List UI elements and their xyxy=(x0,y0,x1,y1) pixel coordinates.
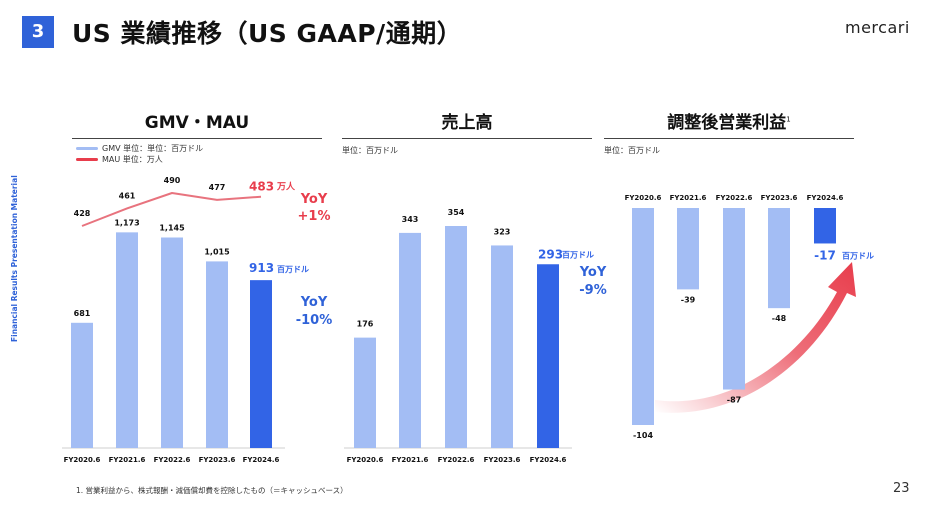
revenue-bar xyxy=(399,232,421,448)
x-tick-label: FY2024.6 xyxy=(530,456,567,464)
gmv-bar xyxy=(250,280,272,448)
gmv-bar xyxy=(161,237,183,448)
revenue-value-label: 323 xyxy=(494,227,511,236)
x-tick-label: FY2021.6 xyxy=(670,194,707,202)
x-tick-label: FY2023.6 xyxy=(761,194,798,202)
x-tick-label: FY2020.6 xyxy=(347,456,384,464)
x-tick-label: FY2024.6 xyxy=(243,456,280,464)
adj-op-income-unit-label: 単位：百万ドル xyxy=(604,146,660,155)
revenue-bar xyxy=(445,226,467,448)
revenue-chart-title: 売上高 xyxy=(441,113,493,133)
mau-value-label: 490 xyxy=(164,176,181,185)
adj-op-income-title-rule xyxy=(604,138,854,139)
adj-op-income-bar xyxy=(677,208,699,290)
x-tick-label: FY2022.6 xyxy=(438,456,475,464)
gmv-mau-chart-title: GMV・MAU xyxy=(144,113,250,133)
gmv-unit-label: 百万ドル xyxy=(277,265,309,274)
page-number: 23 xyxy=(893,481,910,496)
footnote-marker: 1 xyxy=(786,115,791,124)
revenue-bar xyxy=(354,337,376,448)
x-tick-label: FY2020.6 xyxy=(64,456,101,464)
revenue-unit-label: 百万ドル xyxy=(562,250,594,259)
gmv-value-label: 681 xyxy=(74,309,91,318)
mau-value-label: 483 xyxy=(249,180,274,194)
x-tick-label: FY2022.6 xyxy=(154,456,191,464)
gmv-mau-legend: GMV 単位：単位：百万ドル MAU 単位：万人 xyxy=(76,143,203,165)
x-tick-label: FY2021.6 xyxy=(109,456,146,464)
mau-unit-label: 万人 xyxy=(276,181,296,193)
x-tick-label: FY2023.6 xyxy=(199,456,236,464)
revenue-value-label: 176 xyxy=(357,320,374,329)
legend-item-gmv: GMV 単位：単位：百万ドル xyxy=(76,143,203,154)
gmv-value-label: 1,145 xyxy=(159,223,185,232)
x-tick-label: FY2021.6 xyxy=(392,456,429,464)
gmv-yoy-value: -10% xyxy=(296,313,333,328)
legend-label-gmv: GMV 単位：単位：百万ドル xyxy=(102,144,204,153)
mercari-logo: mercari xyxy=(845,18,910,37)
revenue-value-label: 293 xyxy=(538,247,563,261)
mau-yoy-label: YoY xyxy=(300,192,328,207)
adj-op-income-bar xyxy=(632,208,654,425)
adj-op-income-unit-label: 百万ドル xyxy=(842,251,874,260)
trend-arrow xyxy=(655,262,856,413)
page-title: US 業績推移（US GAAP/通期） xyxy=(72,19,463,48)
mau-value-label: 477 xyxy=(209,183,226,192)
adj-op-income-bar xyxy=(768,208,790,309)
x-tick-label: FY2024.6 xyxy=(807,194,844,202)
mau-line xyxy=(81,192,262,227)
revenue-yoy-value: -9% xyxy=(579,283,606,298)
gmv-bar xyxy=(116,232,138,448)
adj-op-income-title-text: 調整後営業利益 xyxy=(667,113,787,133)
gmv-bar xyxy=(206,261,228,448)
gmv-value-label: 1,173 xyxy=(114,218,139,227)
adj-op-income-value-label: -17 xyxy=(814,248,836,262)
gmv-value-label: 913 xyxy=(249,261,274,275)
adj-op-income-value-label: -48 xyxy=(772,314,787,323)
section-number-badge: 3 xyxy=(22,16,54,48)
footnote: 1. 営業利益から、株式報酬・減価償却費を控除したもの（＝キャッシュベース） xyxy=(76,486,348,495)
legend-swatch-mau xyxy=(76,158,98,161)
gmv-mau-title-rule xyxy=(72,138,322,139)
revenue-bar xyxy=(491,245,513,448)
gmv-value-label: 1,015 xyxy=(204,247,230,256)
legend-item-mau: MAU 単位：万人 xyxy=(76,154,203,165)
adj-op-income-value-label: -104 xyxy=(633,431,653,440)
x-tick-label: FY2022.6 xyxy=(716,194,753,202)
mau-yoy-value: +1% xyxy=(298,209,331,224)
adj-op-income-value-label: -87 xyxy=(727,396,741,405)
revenue-yoy-label: YoY xyxy=(579,265,607,280)
legend-label-mau: MAU 単位：万人 xyxy=(102,155,163,164)
x-tick-label: FY2023.6 xyxy=(484,456,521,464)
adj-op-income-bar xyxy=(723,208,745,390)
mau-value-label: 428 xyxy=(74,209,91,218)
revenue-unit-label: 単位：百万ドル xyxy=(342,146,398,155)
x-tick-label: FY2020.6 xyxy=(625,194,662,202)
revenue-value-label: 354 xyxy=(448,208,465,217)
adj-op-income-value-label: -39 xyxy=(681,295,696,304)
legend-swatch-gmv xyxy=(76,147,98,150)
mau-value-label: 461 xyxy=(119,191,136,200)
revenue-bar xyxy=(537,264,559,448)
adj-op-income-bar xyxy=(814,208,836,244)
revenue-value-label: 343 xyxy=(402,215,419,224)
adj-op-income-chart-title: 調整後営業利益1 xyxy=(604,108,854,133)
gmv-yoy-label: YoY xyxy=(300,295,328,310)
gmv-bar xyxy=(71,322,93,448)
revenue-title-rule xyxy=(342,138,592,139)
